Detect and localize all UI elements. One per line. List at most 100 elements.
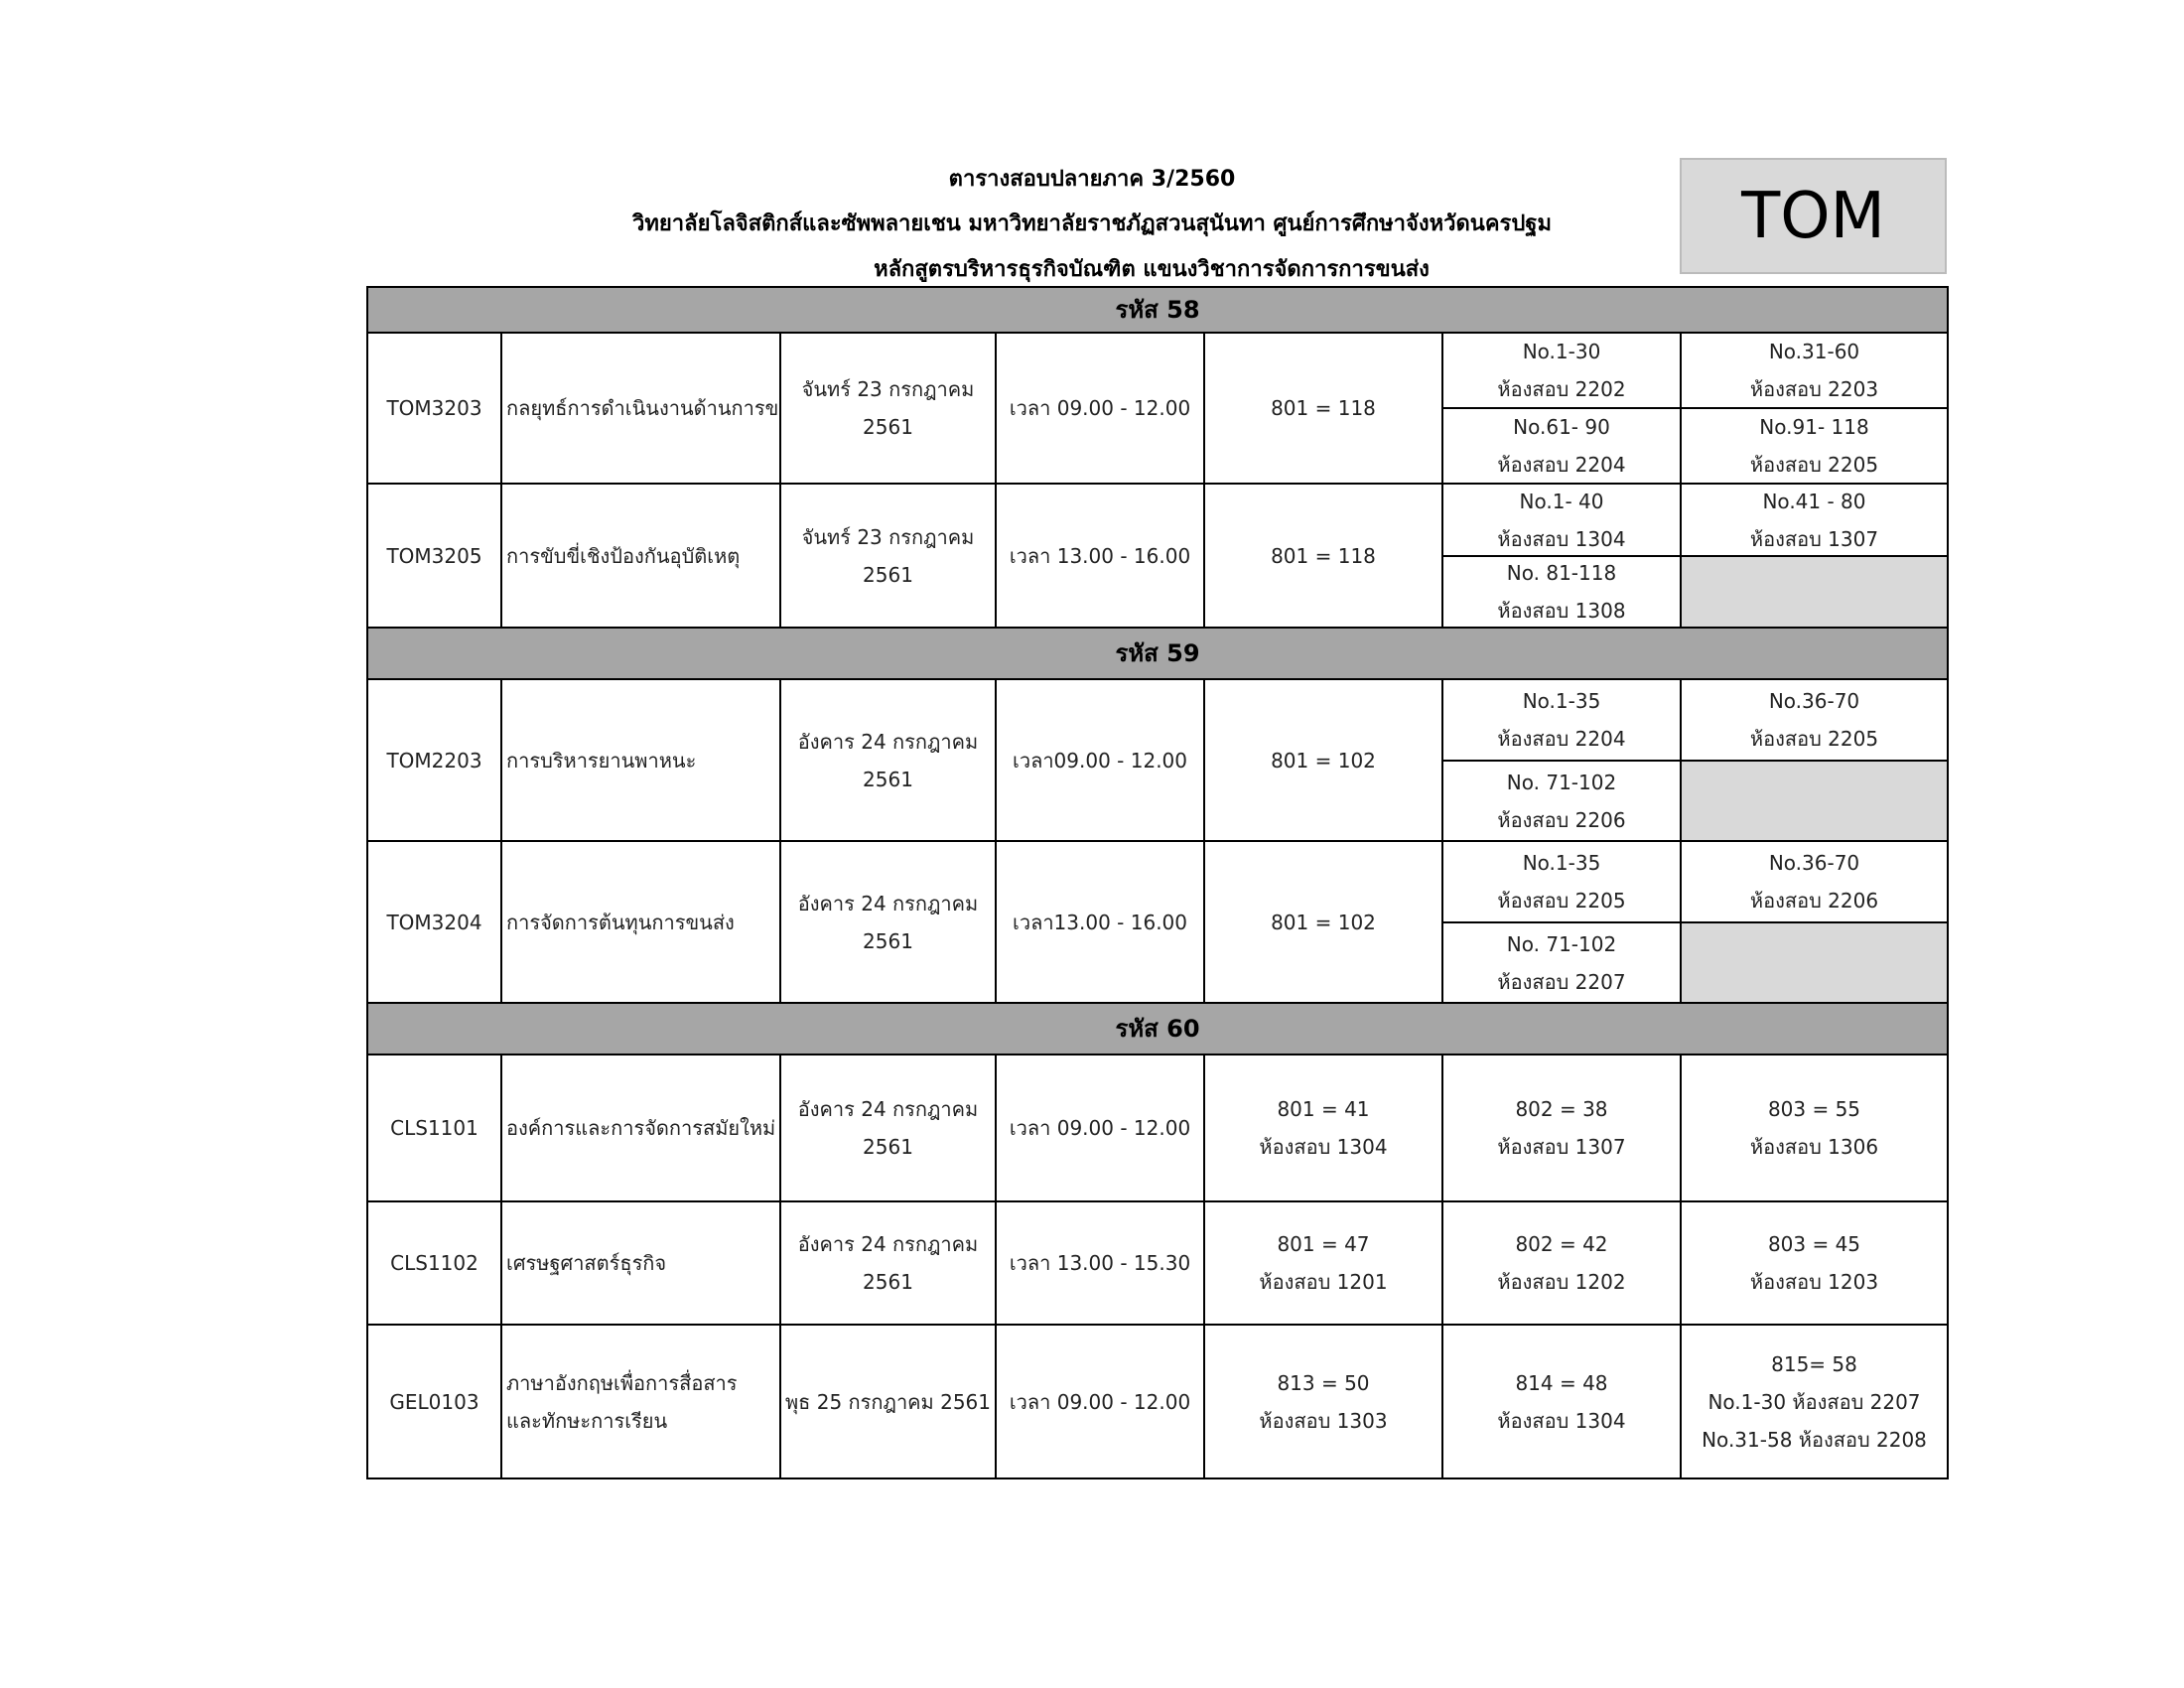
title: หลักสูตรบริหารธุรกิจบัณฑิต แขนงวิชาการจั…: [874, 257, 1430, 282]
cell-text: ห้องสอบ 1308: [1497, 599, 1626, 623]
cell-text: TOM3205: [386, 543, 482, 568]
cell-text: เวลา 09.00 - 12.00: [1009, 396, 1191, 420]
cell-text: การบริหารยานพาหนะ: [506, 748, 697, 773]
course-name: องค์การและการจัดการสมัยใหม่: [500, 1054, 781, 1202]
cell-text: 801 = 118: [1271, 543, 1376, 568]
exam-date: จันทร์ 23 กรกฎาคม 2561: [779, 332, 997, 485]
room-assignment: No.36-70 ห้องสอบ 2205: [1680, 678, 1949, 762]
cell-text: TOM3203: [386, 396, 482, 420]
exam-date: อังคาร 24 กรกฎาคม 2561: [779, 1200, 997, 1326]
cell-text: ห้องสอบ 2202: [1497, 377, 1626, 401]
exam-time: เวลา 13.00 - 16.00: [995, 483, 1205, 629]
group-room: 803 = 45 ห้องสอบ 1203: [1680, 1200, 1949, 1326]
cell-text: TOM3204: [386, 910, 482, 934]
cell-text: ห้องสอบ 1304: [1497, 1408, 1626, 1433]
cell-text: No.36-70: [1768, 851, 1860, 875]
room-assignment: No.1-35 ห้องสอบ 2204: [1441, 678, 1682, 762]
cell-text: ห้องสอบ 2206: [1497, 807, 1626, 832]
cell-text: รหัส 59: [1115, 639, 1200, 667]
cell-text: No.1- 40: [1519, 489, 1604, 513]
cell-text: ภาษาอังกฤษเพื่อการสื่อสาร: [506, 1370, 738, 1395]
empty-cell: [1680, 921, 1949, 1004]
course-code: CLS1101: [366, 1054, 502, 1202]
cell-text: No.1-30 ห้องสอบ 2207: [1707, 1389, 1921, 1414]
exam-time: เวลา 13.00 - 15.30: [995, 1200, 1205, 1326]
cell-text: 814 = 48: [1515, 1370, 1608, 1395]
cell-text: เวลา09.00 - 12.00: [1013, 748, 1187, 773]
empty-cell: [1680, 555, 1949, 629]
student-count: 801 = 118: [1203, 483, 1443, 629]
course-code: TOM3205: [366, 483, 502, 629]
cell-text: CLS1101: [390, 1116, 478, 1140]
group-room: 814 = 48 ห้องสอบ 1304: [1441, 1324, 1682, 1479]
cell-text: อังคาร 24 กรกฎาคม: [797, 1097, 979, 1121]
course-code: TOM3203: [366, 332, 502, 485]
cell-text: No.31-60: [1768, 340, 1860, 363]
cell-text: ห้องสอบ 2205: [1749, 727, 1879, 751]
cell-text: จันทร์ 23 กรกฎาคม: [801, 377, 975, 401]
course-name: กลยุทธ์การดำเนินงานด้านการขน: [500, 332, 781, 485]
cell-text: ห้องสอบ 1201: [1259, 1270, 1388, 1294]
cell-text: No.36-70: [1768, 689, 1860, 713]
cell-text: อังคาร 24 กรกฎาคม: [797, 891, 979, 915]
badge: TOM: [1680, 158, 1947, 274]
student-count: 801 = 102: [1203, 678, 1443, 842]
student-count: 801 = 102: [1203, 840, 1443, 1004]
cell-text: GEL0103: [389, 1389, 479, 1414]
cell-text: ห้องสอบ 1303: [1259, 1408, 1388, 1433]
cell-text: 801 = 47: [1277, 1232, 1370, 1256]
room-assignment: No. 81-118 ห้องสอบ 1308: [1441, 555, 1682, 629]
exam-time: เวลา 09.00 - 12.00: [995, 1324, 1205, 1479]
cell-text: No.1-35: [1522, 851, 1601, 875]
cell-text: เวลา 09.00 - 12.00: [1009, 1389, 1191, 1414]
course-code: CLS1102: [366, 1200, 502, 1326]
exam-date: อังคาร 24 กรกฎาคม 2561: [779, 678, 997, 842]
group-room: 801 = 41 ห้องสอบ 1304: [1203, 1054, 1443, 1202]
cell-text: ห้องสอบ 1307: [1749, 526, 1879, 551]
exam-time: เวลา 09.00 - 12.00: [995, 332, 1205, 485]
room-assignment: No.1-30 ห้องสอบ 2202: [1441, 332, 1682, 409]
exam-time: เวลา09.00 - 12.00: [995, 678, 1205, 842]
cell-text: No.41 - 80: [1762, 489, 1866, 513]
cell-text: การจัดการต้นทุนการขนส่ง: [506, 910, 735, 934]
course-code: TOM3204: [366, 840, 502, 1004]
cell-text: No. 71-102: [1506, 770, 1617, 794]
course-name: ภาษาอังกฤษเพื่อการสื่อสาร และทักษะการเรีย…: [500, 1324, 781, 1479]
cell-text: 801 = 41: [1277, 1097, 1370, 1121]
cell-text: รหัส 58: [1115, 296, 1200, 324]
cell-text: 2561: [863, 928, 913, 953]
course-name: การบริหารยานพาหนะ: [500, 678, 781, 842]
course-name: การจัดการต้นทุนการขนส่ง: [500, 840, 781, 1004]
room-assignment: No.91- 118 ห้องสอบ 2205: [1680, 407, 1949, 485]
cell-text: ห้องสอบ 2205: [1497, 889, 1626, 913]
cell-text: จันทร์ 23 กรกฎาคม: [801, 524, 975, 549]
cell-text: 802 = 38: [1515, 1097, 1608, 1121]
exam-date: จันทร์ 23 กรกฎาคม 2561: [779, 483, 997, 629]
room-assignment: No.61- 90 ห้องสอบ 2204: [1441, 407, 1682, 485]
group-room: 813 = 50 ห้องสอบ 1303: [1203, 1324, 1443, 1479]
section-heading: รหัส 59: [366, 627, 1949, 680]
cell-text: เวลา13.00 - 16.00: [1013, 910, 1187, 934]
cell-text: No. 71-102: [1506, 931, 1617, 956]
cell-text: เวลา 13.00 - 15.30: [1009, 1251, 1191, 1275]
cell-text: 801 = 102: [1271, 910, 1376, 934]
cell-text: เวลา 13.00 - 16.00: [1009, 543, 1191, 568]
cell-text: CLS1102: [390, 1251, 478, 1275]
room-assignment: No. 71-102 ห้องสอบ 2206: [1441, 760, 1682, 842]
cell-text: ห้องสอบ 1304: [1259, 1135, 1388, 1159]
cell-text: 801 = 102: [1271, 748, 1376, 773]
room-assignment: No.1- 40 ห้องสอบ 1304: [1441, 483, 1682, 557]
room-assignment: No. 71-102 ห้องสอบ 2207: [1441, 921, 1682, 1004]
cell-text: ห้องสอบ 2204: [1497, 453, 1626, 477]
cell-text: ห้องสอบ 1202: [1497, 1270, 1626, 1294]
cell-text: 2561: [863, 1135, 913, 1159]
exam-time: เวลา 09.00 - 12.00: [995, 1054, 1205, 1202]
cell-text: TOM2203: [386, 748, 482, 773]
cell-text: No. 81-118: [1506, 561, 1617, 585]
cell-text: ห้องสอบ 2203: [1749, 377, 1879, 401]
group-room: 803 = 55 ห้องสอบ 1306: [1680, 1054, 1949, 1202]
course-code: GEL0103: [366, 1324, 502, 1479]
cell-text: ห้องสอบ 1203: [1749, 1270, 1879, 1294]
room-assignment: No.31-60 ห้องสอบ 2203: [1680, 332, 1949, 409]
cell-text: 803 = 45: [1767, 1232, 1861, 1256]
